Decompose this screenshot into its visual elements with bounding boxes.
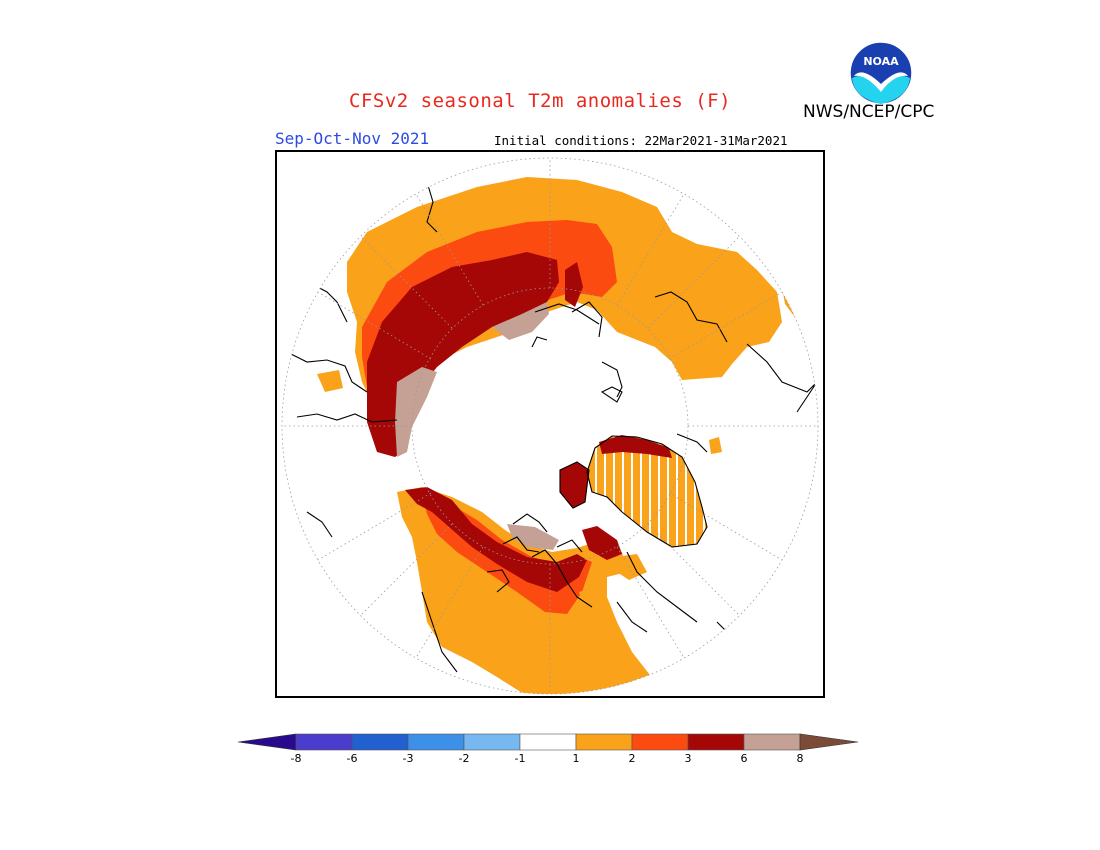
initial-conditions-label: Initial conditions: 22Mar2021-31Mar2021 — [494, 133, 788, 148]
anomaly-region-tan-eurasia — [492, 302, 549, 340]
anomaly-region-darkred-north-america — [405, 487, 587, 592]
noaa-logo-icon: NOAA — [849, 41, 913, 105]
anomaly-region-orange-pacific — [317, 370, 343, 392]
agency-label: NWS/NCEP/CPC — [803, 102, 935, 122]
colorbar-swatch — [351, 733, 409, 751]
anomaly-region-orange-eurasia — [347, 177, 782, 422]
colorbar-tick-label: 2 — [628, 752, 636, 765]
anomaly-region-darkred-greenland-north — [599, 435, 672, 458]
colorbar-swatch — [519, 733, 577, 751]
anomaly-region-orange-small — [709, 437, 722, 454]
colorbar-swatch — [575, 733, 633, 751]
colorbar-swatch — [687, 733, 745, 751]
colorbar-tick-label: 3 — [684, 752, 692, 765]
anomaly-region-orange-hudson — [579, 588, 595, 602]
colorbar-swatch — [407, 733, 465, 751]
anomaly-region-darkred-baffin — [560, 462, 589, 508]
colorbar-tick-label: -8 — [290, 752, 302, 765]
map-frame — [275, 150, 825, 698]
graticule — [281, 157, 819, 695]
polar-anomaly-map — [281, 157, 819, 695]
chart-title: CFSv2 seasonal T2m anomalies (F) — [349, 90, 732, 112]
colorbar-tick-label: 1 — [572, 752, 580, 765]
anomaly-region-tan-canada — [507, 524, 559, 550]
colorbar-tick-label: -2 — [458, 752, 470, 765]
colorbar-swatch — [295, 733, 353, 751]
period-label: Sep-Oct-Nov 2021 — [275, 129, 430, 148]
colorbar-tick-label: -3 — [402, 752, 414, 765]
anomaly-region-darkred-eurasia — [367, 252, 559, 457]
colorbar-swatch-min — [238, 733, 297, 751]
anomaly-region-orange-greenland — [587, 436, 707, 547]
colorbar-swatch — [463, 733, 521, 751]
colorbar-swatch-max — [799, 733, 859, 751]
colorbar-tick-label: -1 — [514, 752, 526, 765]
anomaly-region-tan-eurasia-west — [395, 367, 437, 457]
anomaly-region-orange-labrador — [615, 554, 647, 580]
noaa-logo-text: NOAA — [863, 55, 899, 68]
colorbar — [238, 733, 859, 751]
colorbar-tick-label: 6 — [740, 752, 748, 765]
colorbar-tick-label: 8 — [796, 752, 804, 765]
colorbar-tick-label: -6 — [346, 752, 358, 765]
colorbar-swatch — [743, 733, 801, 751]
anomaly-region-darkred-scandinavia — [565, 262, 583, 307]
anomaly-region-darkred-labrador — [582, 526, 622, 560]
colorbar-swatch — [631, 733, 689, 751]
anomaly-region-orange-ireland — [782, 287, 807, 320]
